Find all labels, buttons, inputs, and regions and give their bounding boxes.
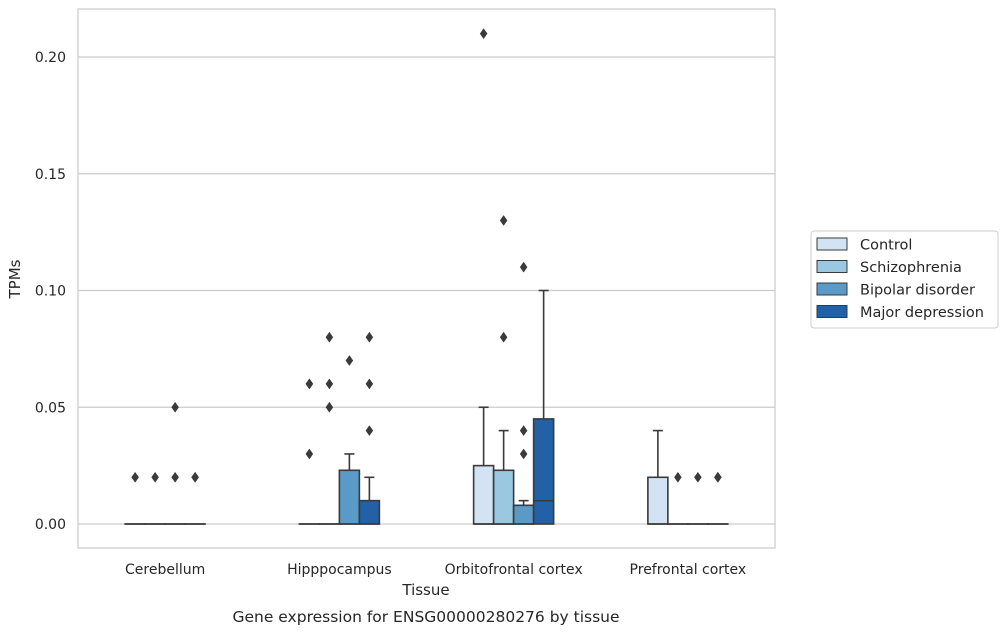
box [358, 499, 381, 525]
legend-label: Control [860, 238, 912, 254]
box-bipolar-disorder [687, 471, 709, 525]
outlier-point [519, 448, 528, 460]
box-schizophrenia [144, 471, 166, 525]
x-tick-label: Cerebellum [125, 562, 205, 578]
box-schizophrenia [318, 331, 341, 525]
y-tick-label: 0.20 [35, 50, 66, 66]
box [512, 504, 535, 525]
box-control [124, 471, 146, 525]
legend-label: Schizophrenia [860, 260, 962, 276]
y-tick-label: 0.10 [35, 284, 66, 300]
legend-swatch [816, 305, 848, 318]
outlier-point [519, 261, 528, 273]
legend-label: Bipolar disorder [860, 283, 975, 299]
outlier-point [171, 401, 179, 413]
outlier-point [365, 331, 374, 343]
box [647, 476, 669, 525]
box-series [124, 28, 729, 525]
x-tick-label: Hipppocampus [287, 562, 392, 578]
plot-frame [77, 8, 776, 549]
outlier-point [499, 331, 508, 343]
box-major-depression [707, 471, 729, 525]
y-axis-ticks: 0.00 0.05 0.10 0.15 0.20 [35, 50, 66, 533]
outlier-point [694, 471, 702, 483]
box-bipolar-disorder [512, 261, 535, 525]
outlier-point [325, 401, 334, 413]
legend-swatch [816, 260, 848, 273]
legend: Control Schizophrenia Bipolar disorder Majo… [810, 230, 999, 329]
y-axis-label: TPMs [6, 259, 24, 299]
y-tick-label: 0.05 [35, 400, 66, 416]
outlier-point [151, 471, 159, 483]
box-control [298, 378, 321, 525]
x-axis-label: Tissue [401, 581, 449, 599]
box-major-depression [358, 331, 381, 525]
legend-label: Major depression [860, 305, 984, 321]
box-major-depression [184, 471, 206, 525]
y-tick-label: 0.00 [35, 517, 66, 533]
box [472, 464, 495, 525]
chart-caption: Gene expression for ENSG00000280276 by t… [232, 608, 619, 626]
outlier-point [325, 378, 334, 390]
legend-swatch [816, 237, 848, 251]
outlier-point [519, 425, 528, 437]
outlier-point [365, 425, 374, 437]
box-control [647, 429, 669, 525]
outlier-point [345, 355, 354, 366]
outlier-point [131, 471, 139, 483]
legend-frame [810, 230, 999, 329]
outlier-point [365, 378, 374, 390]
box [492, 469, 515, 525]
grid-lines [78, 56, 775, 525]
legend-swatch [816, 282, 848, 296]
outlier-point [191, 471, 199, 483]
outlier-point [171, 471, 179, 483]
box [338, 469, 361, 525]
outlier-point [499, 215, 508, 226]
outlier-point [479, 28, 488, 40]
box-major-depression [532, 289, 555, 525]
x-tick-label: Orbitofrontal cortex [445, 562, 583, 578]
box [532, 418, 555, 525]
y-tick-label: 0.15 [35, 167, 66, 183]
outlier-point [714, 471, 722, 483]
box-bipolar-disorder [164, 401, 186, 525]
box-bipolar-disorder [338, 355, 361, 525]
outlier-point [305, 448, 314, 460]
box-schizophrenia [667, 471, 689, 525]
outlier-point [325, 331, 334, 343]
x-axis-ticks: Cerebellum Hipppocampus Orbitofrontal cort… [125, 562, 746, 578]
box-control [472, 28, 495, 525]
outlier-point [674, 471, 682, 483]
outlier-point [305, 378, 314, 390]
box-schizophrenia [492, 215, 515, 525]
x-tick-label: Prefrontal cortex [630, 562, 747, 578]
